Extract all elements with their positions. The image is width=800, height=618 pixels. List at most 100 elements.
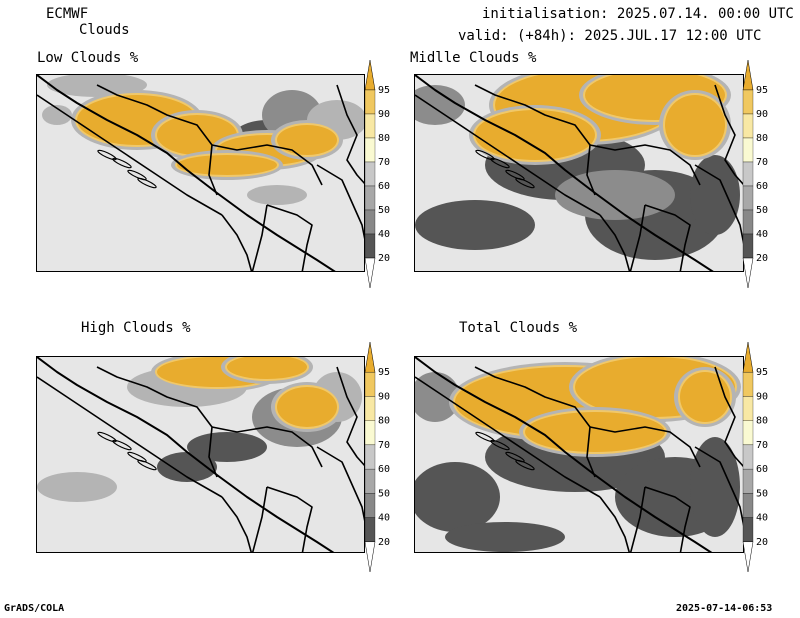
colorbar-label: 70 (378, 157, 390, 168)
colorbar-label: 20 (378, 253, 390, 264)
cloud-cover-gray-area (415, 462, 500, 532)
model-name: ECMWF (46, 6, 89, 22)
colorbar-segment (364, 89, 376, 115)
island-outline (490, 439, 510, 451)
colorbar-segment (364, 493, 376, 518)
country-border (221, 496, 252, 552)
island-outline (112, 439, 132, 451)
cloud-cover-gray-area (690, 155, 740, 235)
colorbar-label: 90 (756, 109, 768, 120)
colorbar-segment (742, 517, 754, 542)
country-border (644, 204, 691, 271)
colorbar-arrow-top (742, 341, 754, 373)
colorbar-label: 70 (378, 440, 390, 451)
colorbar-segment (742, 493, 754, 518)
colorbar-middle: 95 90 80 70 60 50 40 20 (742, 58, 772, 290)
colorbar-arrow-top (742, 59, 754, 91)
colorbar-label: 60 (378, 181, 390, 192)
colorbar-segment (742, 89, 754, 115)
map-low-clouds-graphic (37, 75, 364, 271)
island-outline (137, 177, 157, 189)
colorbar-label: 70 (756, 157, 768, 168)
country-border (266, 486, 313, 552)
country-border (629, 486, 646, 552)
island-outline (137, 459, 157, 471)
render-timestamp: 2025-07-14-06:53 (676, 603, 773, 614)
country-border (316, 164, 364, 240)
colorbar-label: 90 (378, 109, 390, 120)
country-border (96, 84, 218, 196)
colorbar-label: 60 (378, 464, 390, 475)
product-name: Clouds (79, 22, 130, 38)
island-outline (475, 149, 495, 161)
colorbar-segment (364, 113, 376, 139)
colorbar-segment (364, 396, 376, 421)
coastline (415, 75, 714, 271)
map-low-clouds (36, 74, 365, 272)
colorbar-label: 40 (756, 513, 768, 524)
map-middle-clouds (414, 74, 744, 272)
country-border (96, 366, 218, 478)
colorbar-arrow-bottom (364, 541, 376, 573)
cloud-cover-gray-area (690, 437, 740, 537)
colorbar-arrow-bottom (742, 541, 754, 573)
colorbar-label: 95 (378, 367, 390, 378)
cloud-cover-gray-area (37, 472, 117, 502)
island-outline (127, 169, 147, 181)
colorbar-segment (742, 468, 754, 494)
island-outline (505, 169, 525, 181)
country-border (629, 204, 646, 271)
colorbar-segment (742, 209, 754, 235)
colorbar-label: 20 (756, 537, 768, 548)
cloud-cover-high (277, 387, 337, 427)
country-border (714, 84, 743, 186)
colorbar-segment (364, 420, 376, 446)
colorbar-segment (742, 372, 754, 397)
colorbar-segment (364, 468, 376, 494)
colorbar-label: 50 (378, 488, 390, 499)
country-border (37, 376, 223, 498)
country-border (694, 164, 743, 245)
colorbar-low: 95 90 80 70 60 50 40 20 (364, 58, 394, 290)
country-border (599, 214, 631, 271)
colorbar-arrow-bottom (742, 257, 754, 289)
coastline (37, 75, 336, 271)
cloud-cover-high (525, 412, 665, 452)
colorbar-segment (742, 137, 754, 163)
colorbar-label: 90 (756, 391, 768, 402)
country-border (251, 486, 268, 552)
colorbar-segment (364, 444, 376, 470)
initialisation-time: initialisation: 2025.07.14. 00:00 UTC (482, 6, 794, 22)
coastline (37, 357, 335, 552)
colorbar-segment (742, 233, 754, 259)
colorbar-label: 95 (756, 85, 768, 96)
island-outline (127, 451, 147, 463)
cloud-cover-gray-area (247, 185, 307, 205)
colorbar-label: 60 (756, 464, 768, 475)
cloud-cover-gray-area (555, 170, 675, 220)
country-border (221, 214, 253, 271)
colorbar-label: 50 (756, 205, 768, 216)
country-border (336, 366, 364, 466)
colorbar-arrow-top (364, 341, 376, 373)
colorbar-label: 70 (756, 440, 768, 451)
colorbar-segment (364, 209, 376, 235)
island-outline (515, 177, 535, 189)
colorbar-segment (742, 396, 754, 421)
country-border (589, 144, 701, 186)
cloud-cover-high (177, 155, 277, 175)
colorbar-label: 20 (756, 253, 768, 264)
colorbar-arrow-bottom (364, 257, 376, 289)
cloud-cover-gray-area (187, 432, 267, 462)
colorbar-segment (364, 137, 376, 163)
panel-title-low-clouds: Low Clouds % (37, 50, 139, 66)
colorbar-label: 80 (756, 133, 768, 144)
island-outline (515, 459, 535, 471)
country-border (474, 366, 596, 478)
software-credit: GrADS/COLA (4, 603, 65, 614)
colorbar-label: 50 (378, 205, 390, 216)
island-outline (112, 157, 132, 169)
country-border (266, 204, 313, 271)
country-border (336, 84, 364, 184)
island-outline (505, 451, 525, 463)
